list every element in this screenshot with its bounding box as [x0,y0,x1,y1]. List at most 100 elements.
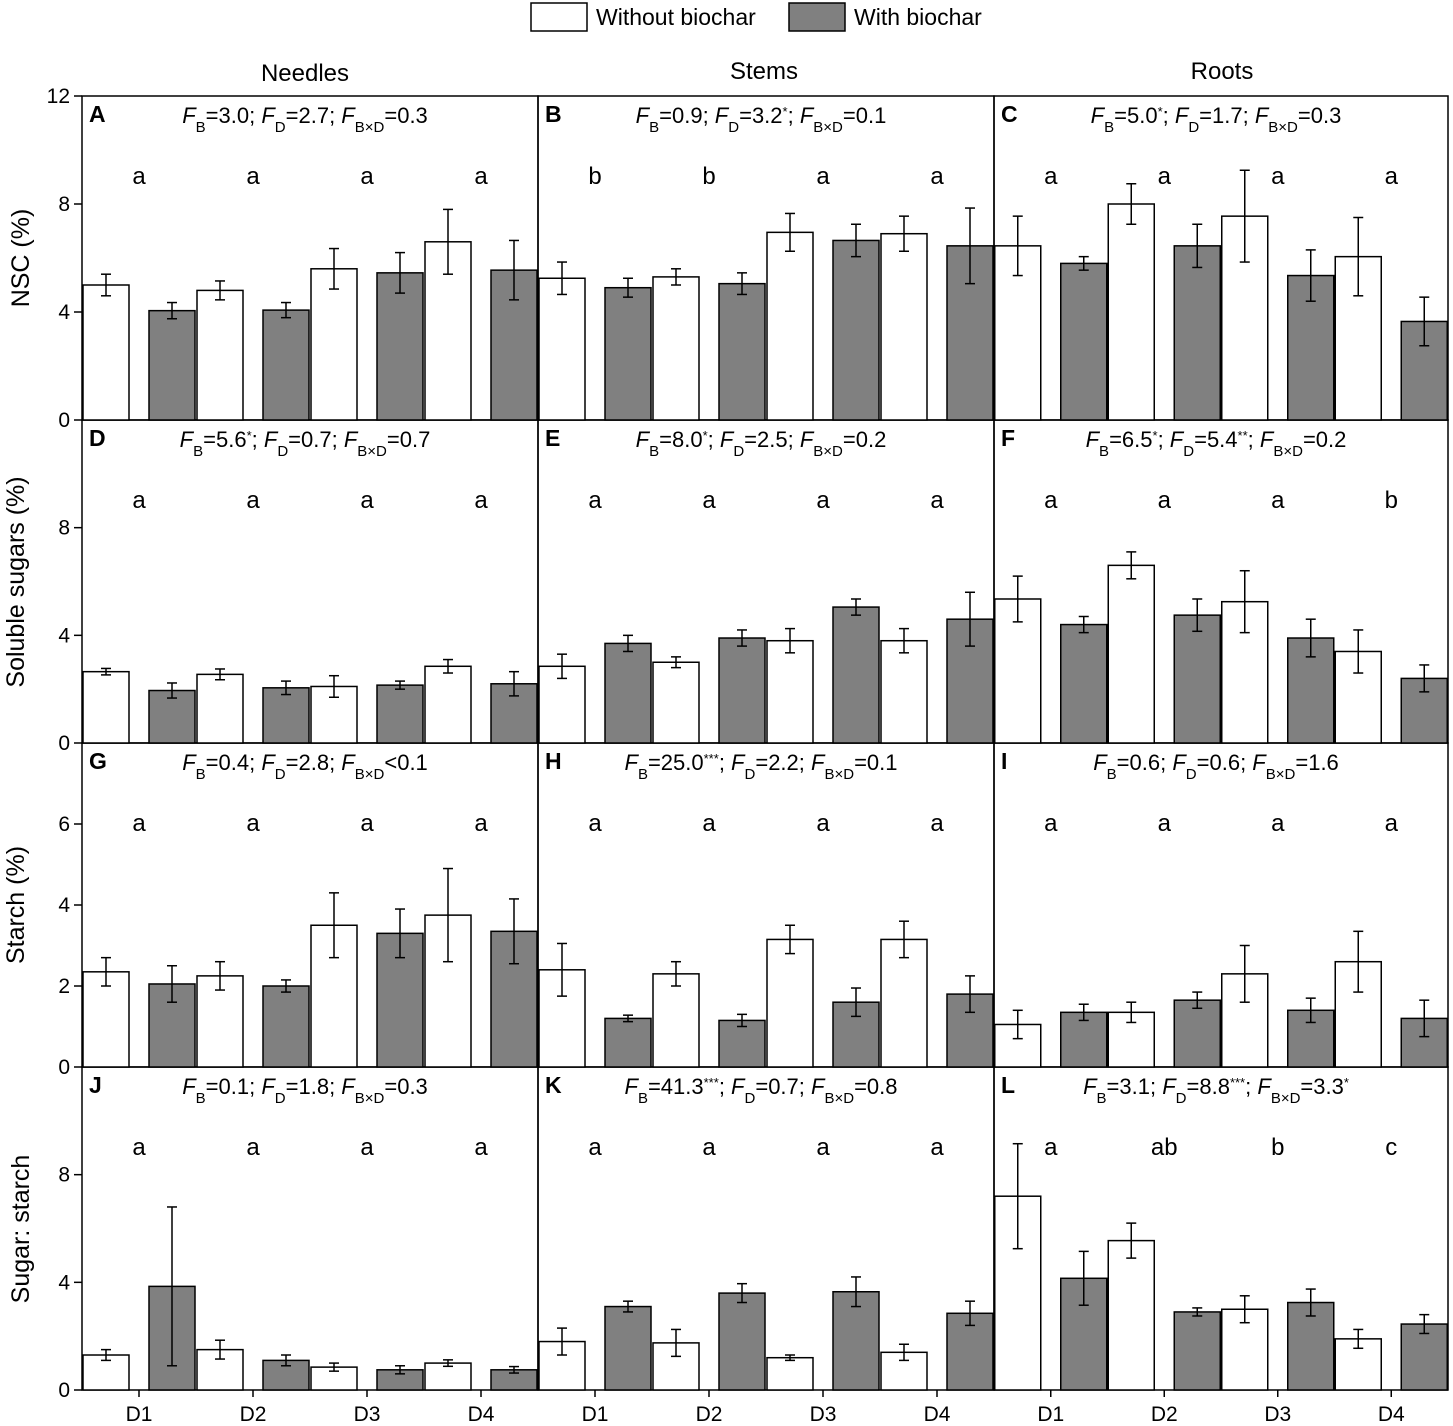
y-tick-label: 0 [58,1379,70,1402]
significance-letter-d3: a [1271,163,1285,190]
bar-without-biochar-d4 [424,1362,472,1391]
significance-letter-d2: a [702,1134,716,1161]
x-tick-label-d1: D1 [582,1403,609,1426]
significance-letter-d4: a [474,1134,488,1161]
y-tick-label: 4 [58,301,70,324]
bar-with-biochar-d3 [376,684,424,744]
bar-with-biochar-d3 [376,272,424,421]
significance-letter-d3: a [816,163,830,190]
significance-letter-d1: b [588,163,601,190]
y-tick-label: 12 [47,85,70,108]
panel-j: a a a a J FB=0.1; FD=1.8; FB×D=0.3 [82,1072,538,1391]
bar-without-biochar-d3 [766,938,814,1068]
panel-stats: FB=0.4; FD=2.8; FB×D<0.1 [182,750,428,783]
row-label-nsc: NSC (%) [7,209,35,308]
bar-with-biochar-d1 [148,689,196,744]
significance-letter-d1: a [1044,487,1058,514]
panel-letter: F [1001,425,1015,451]
column-title-stems: Stems [730,58,798,85]
legend: Without biochar With biochar [530,2,982,32]
row-label-soluble-sugars: Soluble sugars (%) [2,476,30,687]
bar-without-biochar-d4 [424,665,472,744]
significance-letter-d4: a [930,810,944,837]
panel-stats: FB=0.1; FD=1.8; FB×D=0.3 [182,1074,428,1107]
x-tick-label-d2: D2 [240,1403,267,1426]
panel-l: a ab b c L FB=3.1; FD=8.8***; FB×D=3.3* [994,1072,1448,1391]
bar-without-biochar-d4 [880,232,928,421]
significance-letter-d3: a [360,163,374,190]
significance-letter-d3: a [360,810,374,837]
column-title-needles: Needles [261,60,349,87]
y-tick-label: 0 [58,409,70,432]
bar-with-biochar-d2 [718,1019,766,1068]
bar-without-biochar-d4 [880,1351,928,1391]
y-tick-label: 0 [58,1056,70,1079]
panel-letter: I [1001,748,1007,774]
panel-letter: J [89,1072,102,1098]
y-tick-label: 8 [58,1164,70,1187]
bar-without-biochar-d2 [652,973,700,1068]
significance-letter-d1: a [132,1134,146,1161]
bar-with-biochar-d1 [1060,1011,1108,1068]
significance-letter-d2: a [1158,487,1172,514]
y-tick-label: 4 [58,1271,70,1294]
x-tick-label-d2: D2 [1151,1403,1178,1426]
panel-stats: FB=0.6; FD=0.6; FB×D=1.6 [1093,750,1339,783]
bar-without-biochar-d4 [1334,1338,1382,1391]
column-titles: Needles Stems Roots [261,58,1253,87]
bar-with-biochar-d1 [148,309,196,421]
panel-stats: FB=6.5*; FD=5.4**; FB×D=0.2 [1086,427,1347,460]
bar-with-biochar-d3 [1287,274,1335,421]
bar-with-biochar-d2 [1173,245,1221,421]
panels-group: a a a a A FB=3.0; FD=2.7; FB×D=0.3 b b a a B FB=0.9… [82,101,1448,1391]
panel-i: a a a a I FB=0.6; FD=0.6; FB×D=1.6 [994,748,1448,1068]
panel-letter: E [545,425,560,451]
y-tick-label: 6 [58,813,70,836]
x-tick-label-d3: D3 [810,1403,837,1426]
x-tick-label-d1: D1 [1037,1403,1064,1426]
panel-stats: FB=3.0; FD=2.7; FB×D=0.3 [182,103,428,136]
legend-swatch-with-biochar [788,2,846,32]
panel-stats: FB=8.0*; FD=2.5; FB×D=0.2 [636,427,887,460]
significance-letter-d2: ab [1151,1134,1178,1161]
x-tick-label-d3: D3 [1264,1403,1291,1426]
legend-swatch-without-biochar [530,2,588,32]
significance-letter-d4: a [1385,810,1399,837]
bar-with-biochar-d1 [604,1305,652,1391]
bar-without-biochar-d2 [196,289,244,421]
bar-without-biochar-d1 [82,971,130,1068]
significance-letter-d1: a [588,1134,602,1161]
panel-c: a a a a C FB=5.0*; FD=1.7; FB×D=0.3 [994,101,1448,421]
bar-without-biochar-d3 [310,268,358,421]
bar-with-biochar-d2 [718,282,766,421]
x-tick-label-d1: D1 [126,1403,153,1426]
bar-with-biochar-d2 [718,1292,766,1391]
bar-without-biochar-d4 [424,241,472,421]
y-tick-label: 4 [58,624,70,647]
bar-without-biochar-d3 [766,1356,814,1391]
significance-letter-d2: a [702,810,716,837]
significance-letter-d3: a [360,1134,374,1161]
panel-letter: H [545,748,562,774]
significance-letter-d4: a [474,810,488,837]
bar-with-biochar-d2 [1173,1311,1221,1391]
significance-letter-d4: a [930,487,944,514]
bar-with-biochar-d2 [262,687,310,744]
significance-letter-d2: a [246,487,260,514]
significance-letter-d2: b [702,163,715,190]
significance-letter-d2: a [246,163,260,190]
panel-e: a a a a E FB=8.0*; FD=2.5; FB×D=0.2 [538,425,994,744]
significance-letter-d3: a [816,1134,830,1161]
bar-without-biochar-d1 [82,284,130,421]
panel-b: b b a a B FB=0.9; FD=3.2*; FB×D=0.1 [538,101,994,421]
bar-without-biochar-d4 [880,639,928,744]
significance-letter-d3: a [1271,810,1285,837]
significance-letter-d1: a [132,810,146,837]
bar-with-biochar-d1 [604,286,652,421]
significance-letter-d4: a [930,163,944,190]
bar-with-biochar-d1 [1060,262,1108,421]
panel-k: a a a a K FB=41.3***; FD=0.7; FB×D=0.8 [538,1072,994,1391]
significance-letter-d2: a [1158,163,1172,190]
significance-letter-d1: a [1044,163,1058,190]
row-labels: NSC (%) Soluble sugars (%) Starch (%) Su… [2,209,35,1304]
